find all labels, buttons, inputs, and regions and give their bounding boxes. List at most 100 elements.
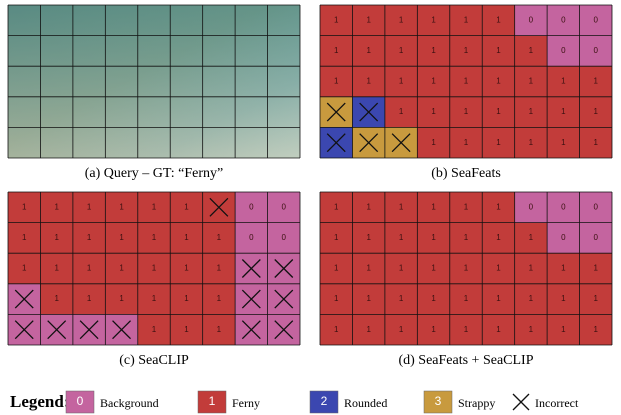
cell-label: 1 <box>366 294 371 303</box>
cell-label: 1 <box>334 264 339 273</box>
cell-label: 0 <box>561 233 566 242</box>
cell-label: 0 <box>561 15 566 24</box>
cell-label: 1 <box>464 46 469 55</box>
cell-label: 1 <box>561 325 566 334</box>
cell-label: 1 <box>87 264 92 273</box>
cell-label: 1 <box>594 294 599 303</box>
cell-label: 0 <box>594 233 599 242</box>
cell-label: 1 <box>399 77 404 86</box>
cell-label: 1 <box>366 264 371 273</box>
panel-caption: (d) SeaFeats + SeaCLIP <box>398 353 533 368</box>
cell-label: 1 <box>184 294 189 303</box>
cell-label: 1 <box>152 264 157 273</box>
cell-label: 1 <box>529 46 534 55</box>
cell-label: 1 <box>152 233 157 242</box>
legend-value: 0 <box>77 394 84 408</box>
cell-label: 1 <box>334 325 339 334</box>
cell-label: 1 <box>431 202 436 211</box>
cell-label: 1 <box>464 107 469 116</box>
cell-label: 1 <box>334 46 339 55</box>
cell-label: 1 <box>366 233 371 242</box>
cell-label: 1 <box>184 202 189 211</box>
cell-label: 1 <box>431 325 436 334</box>
cell-label: 1 <box>496 15 501 24</box>
cell-label: 1 <box>152 202 157 211</box>
cell-label: 1 <box>334 202 339 211</box>
cell-label: 1 <box>334 77 339 86</box>
cell-label: 1 <box>529 77 534 86</box>
cell-label: 1 <box>561 77 566 86</box>
legend-value: 1 <box>209 394 216 408</box>
cell-label: 1 <box>496 325 501 334</box>
cell-label: 1 <box>594 325 599 334</box>
cell-label: 0 <box>282 233 287 242</box>
cell-label: 1 <box>54 233 59 242</box>
cell-label: 1 <box>87 233 92 242</box>
cell-label: 1 <box>119 202 124 211</box>
cell-label: 1 <box>464 264 469 273</box>
cell-label: 1 <box>594 264 599 273</box>
cell-label: 1 <box>399 15 404 24</box>
cell-label: 0 <box>561 202 566 211</box>
panel-caption: (b) SeaFeats <box>431 166 501 181</box>
cell-label: 0 <box>594 46 599 55</box>
cell-label: 1 <box>399 294 404 303</box>
cell-label: 1 <box>594 107 599 116</box>
cell-label: 1 <box>366 202 371 211</box>
cell-label: 1 <box>22 202 27 211</box>
cell-label: 1 <box>431 138 436 147</box>
cell-label: 1 <box>529 138 534 147</box>
cell-label: 0 <box>249 233 254 242</box>
cell-label: 1 <box>152 325 157 334</box>
cell-label: 1 <box>366 77 371 86</box>
cell-label: 1 <box>152 294 157 303</box>
cell-label: 1 <box>334 15 339 24</box>
cell-label: 1 <box>217 233 222 242</box>
cell-label: 1 <box>119 264 124 273</box>
cell-label: 1 <box>22 264 27 273</box>
cell-label: 1 <box>334 233 339 242</box>
cell-label: 1 <box>496 107 501 116</box>
legend-title: Legend: <box>10 392 70 411</box>
cell-label: 1 <box>431 294 436 303</box>
cell-label: 1 <box>399 264 404 273</box>
cell-label: 1 <box>464 233 469 242</box>
cell-label: 1 <box>87 202 92 211</box>
cell-label: 1 <box>464 77 469 86</box>
cell-label: 0 <box>282 202 287 211</box>
legend-value: 2 <box>321 394 328 408</box>
figure: Legend: (a) Query – GT: “Ferny”111111000… <box>0 0 621 415</box>
cell-label: 1 <box>464 15 469 24</box>
cell-label: 1 <box>529 294 534 303</box>
cell-label: 1 <box>87 294 92 303</box>
cell-label: 0 <box>529 15 534 24</box>
cell-label: 1 <box>496 233 501 242</box>
cell-label: 1 <box>496 77 501 86</box>
cell-label: 1 <box>399 107 404 116</box>
cell-label: 0 <box>529 202 534 211</box>
cell-label: 1 <box>561 294 566 303</box>
panel: 1111110001111111001111111111111111111111… <box>320 5 612 181</box>
cell-label: 0 <box>594 202 599 211</box>
legend-label: Background <box>100 396 159 410</box>
cell-label: 1 <box>119 294 124 303</box>
cell-label: 1 <box>561 138 566 147</box>
cell-label: 0 <box>561 46 566 55</box>
cell-label: 1 <box>431 15 436 24</box>
cell-label: 1 <box>366 46 371 55</box>
cell-label: 1 <box>496 138 501 147</box>
cell-label: 1 <box>464 325 469 334</box>
cell-label: 1 <box>366 325 371 334</box>
cell-label: 1 <box>496 264 501 273</box>
cell-label: 1 <box>594 138 599 147</box>
cell-label: 1 <box>217 325 222 334</box>
cell-label: 1 <box>431 46 436 55</box>
cell-label: 1 <box>334 294 339 303</box>
legend-label: Incorrect <box>535 396 579 410</box>
legend-label: Ferny <box>232 396 260 410</box>
legend-label: Rounded <box>344 396 387 410</box>
cell-label: 1 <box>464 202 469 211</box>
panel: 111111001111111001111111111111111(c) Sea… <box>8 192 300 368</box>
panel-caption: (c) SeaCLIP <box>119 353 189 368</box>
